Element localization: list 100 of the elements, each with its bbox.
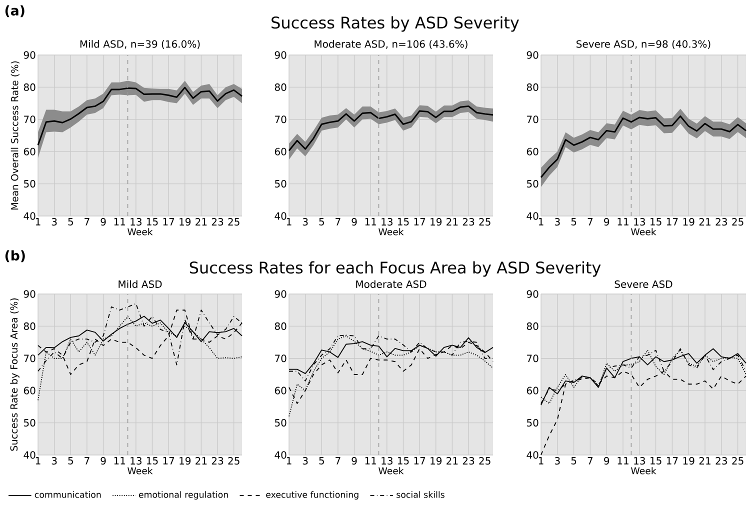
chart-title: Severe ASD	[614, 280, 672, 288]
x-tick-label: 9	[352, 457, 357, 465]
x-tick-label: 25	[228, 218, 240, 226]
x-tick-label: 1	[538, 218, 544, 226]
x-tick-label: 23	[462, 218, 474, 226]
x-tick-label: 25	[732, 457, 744, 465]
x-tick-label: 17	[163, 218, 174, 226]
text: Success Rates for each Focus Area by ASD Severity	[190, 261, 601, 277]
y-tick-label: 40	[24, 451, 36, 459]
y-tick-label: 40	[526, 212, 538, 220]
x-tick-label: 5	[68, 218, 73, 226]
y-tick-label: 40	[274, 212, 286, 220]
x-axis-title: Week	[128, 228, 153, 236]
x-tick-label: 9	[100, 457, 106, 465]
x-tick-label: 11	[618, 218, 628, 226]
legend-label: communication	[34, 491, 101, 498]
x-tick-label: 15	[146, 218, 158, 226]
y-tick-label: 90	[274, 290, 286, 298]
y-tick-label: 60	[526, 386, 538, 394]
x-tick-label: 17	[414, 457, 426, 464]
y-tick-label: 60	[526, 148, 538, 156]
y-tick-label: 70	[527, 116, 538, 124]
y-tick-label: 80	[274, 83, 286, 91]
x-tick-label: 3	[302, 457, 308, 465]
y-tick-label: 80	[526, 83, 538, 91]
x-tick-label: 15	[398, 457, 409, 464]
x-tick-label: 1	[538, 457, 544, 464]
x-tick-label: 3	[52, 218, 57, 226]
x-tick-label: 9	[604, 218, 610, 226]
x-tick-label: 7	[84, 457, 90, 464]
x-tick-label: 21	[446, 457, 458, 464]
chart-title: Severe ASD, n=98 (40.3%)	[576, 40, 710, 49]
y-tick-label: 80	[24, 322, 36, 330]
x-tick-label: 19	[430, 218, 442, 226]
y-tick-label: 60	[24, 148, 36, 156]
x-tick-label: 21	[196, 218, 207, 226]
x-tick-label: 13	[382, 457, 392, 465]
x-axis-title: Week	[128, 467, 153, 474]
x-tick-label: 17	[414, 218, 426, 226]
text: Success Rates by ASD Severity	[272, 16, 519, 32]
x-tick-label: 7	[336, 218, 340, 226]
x-tick-label: 11	[365, 218, 376, 226]
y-tick-label: 80	[526, 322, 538, 330]
x-tick-label: 21	[699, 218, 710, 226]
x-tick-label: 11	[114, 457, 126, 464]
x-tick-label: 9	[604, 457, 610, 465]
x-tick-label: 15	[650, 457, 662, 464]
x-tick-label: 19	[683, 457, 694, 465]
y-tick-label: 50	[24, 180, 36, 188]
chart-title: Moderate ASD, n=106 (43.6%)	[314, 40, 468, 49]
x-tick-label: 13	[130, 457, 142, 465]
x-tick-label: 1	[36, 218, 40, 226]
x-tick-label: 19	[180, 218, 191, 226]
x-tick-label: 21	[196, 457, 207, 464]
y-tick-label: 50	[527, 419, 538, 427]
x-tick-label: 1	[286, 218, 292, 226]
x-tick-label: 1	[286, 457, 292, 464]
legend-label: emotional regulation	[138, 491, 228, 500]
x-tick-label: 7	[588, 218, 593, 226]
y-tick-label: 90	[24, 290, 36, 298]
y-tick-label: 50	[24, 419, 36, 427]
x-tick-label: 13	[130, 218, 142, 226]
x-tick-label: 15	[650, 218, 662, 226]
x-tick-label: 7	[588, 457, 593, 464]
x-tick-label: 3	[52, 457, 57, 465]
y-axis-title: Success Rate by Focus Area (%)	[10, 298, 20, 451]
x-tick-label: 5	[68, 457, 73, 464]
x-tick-label: 3	[302, 218, 308, 226]
x-tick-label: 9	[352, 218, 357, 226]
chart-title: Mild ASD	[118, 280, 162, 288]
x-tick-label: 15	[146, 457, 158, 464]
x-tick-label: 15	[398, 218, 409, 226]
x-tick-label: 23	[212, 457, 224, 465]
x-tick-label: 11	[365, 457, 376, 464]
x-tick-label: 13	[382, 218, 392, 226]
y-tick-label: 50	[275, 180, 286, 188]
text: (a)	[5, 5, 24, 18]
y-tick-label: 60	[24, 386, 36, 394]
x-tick-label: 5	[571, 218, 576, 226]
y-tick-label: 90	[526, 290, 538, 298]
chart-title: Moderate ASD	[356, 280, 426, 288]
y-tick-label: 40	[24, 212, 36, 220]
x-tick-label: 23	[462, 457, 474, 465]
legend-label: executive functioning	[266, 491, 358, 500]
y-tick-label: 70	[275, 354, 286, 362]
chart-title: Mild ASD, n=39 (16.0%)	[80, 40, 200, 49]
x-tick-label: 23	[212, 218, 224, 226]
x-tick-label: 17	[666, 457, 678, 464]
y-tick-label: 70	[275, 116, 286, 124]
y-axis-title: Mean Overall Success Rate (%)	[10, 61, 20, 210]
x-tick-label: 13	[634, 457, 645, 465]
x-tick-label: 25	[479, 457, 490, 465]
y-tick-label: 90	[24, 51, 36, 59]
x-tick-label: 19	[430, 457, 442, 465]
x-tick-label: 23	[716, 218, 727, 226]
y-tick-label: 60	[274, 386, 286, 394]
x-axis-title: Week	[378, 228, 404, 236]
y-tick-label: 60	[274, 148, 286, 156]
x-tick-label: 21	[699, 457, 710, 464]
y-tick-label: 70	[24, 354, 36, 362]
